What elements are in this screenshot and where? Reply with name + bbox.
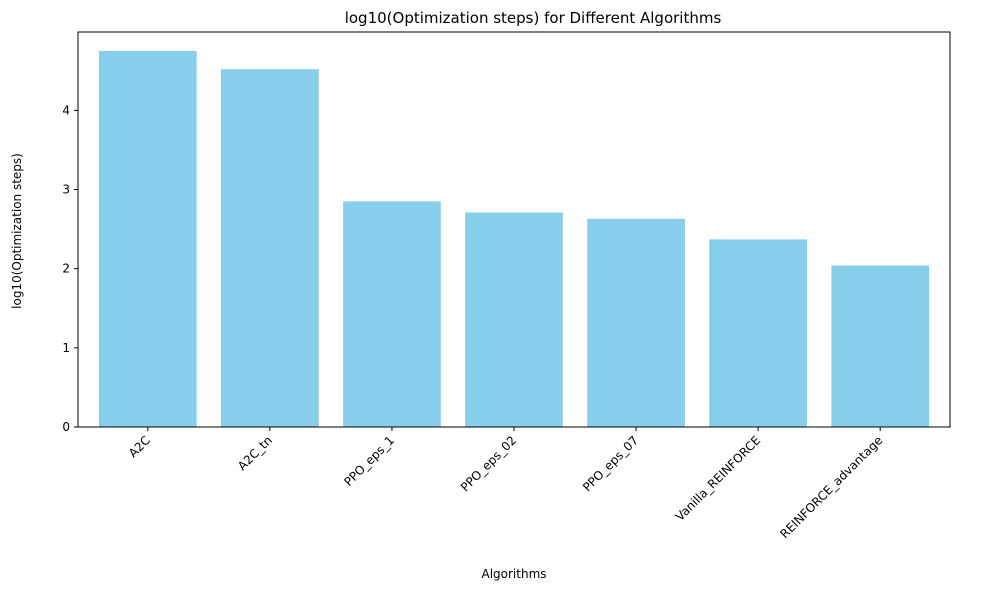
x-tick-label: Vanilla_REINFORCE [673,433,764,524]
chart-title: log10(Optimization steps) for Different … [345,9,722,27]
x-tick-label: REINFORCE_advantage [777,433,885,541]
x-axis-ticks: A2C A2C_tn PPO_eps_1 PPO_eps_02 PPO_eps_07 Va… [126,427,885,541]
y-tick-label: 1 [62,341,70,355]
bar-ppo-eps-02 [465,212,563,427]
x-tick-label: A2C [126,433,153,460]
bar-a2c [98,51,197,427]
bar-ppo-eps-1 [343,201,441,427]
y-tick-label: 4 [62,103,70,117]
y-axis-ticks: 0 1 2 3 4 [62,103,78,434]
x-axis-label: Algorithms [481,567,546,581]
bar-vanilla-reinforce [709,239,807,427]
plot-area [77,31,951,428]
bar-a2c-tn [221,69,319,427]
y-tick-label: 0 [62,420,70,434]
bar-reinforce-advantage [831,265,930,427]
y-tick-label: 3 [62,183,70,197]
x-tick-label: PPO_eps_07 [580,433,641,494]
x-tick-label: PPO_eps_02 [458,433,519,494]
y-axis-label: log10(Optimization steps) [10,153,24,309]
y-tick-label: 2 [62,262,70,276]
bar-ppo-eps-07 [587,218,685,427]
x-tick-label: PPO_eps_1 [341,433,397,489]
x-tick-label: A2C_tn [235,433,275,473]
